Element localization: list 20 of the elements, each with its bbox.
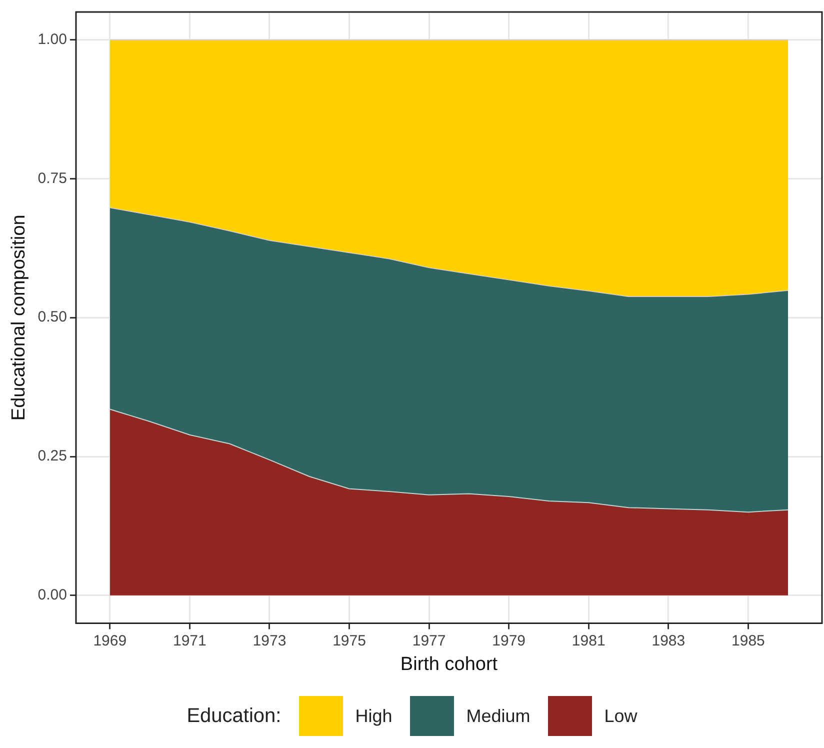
y-tick-label: 1.00	[38, 30, 67, 48]
y-tick-label: 0.50	[38, 308, 67, 326]
x-tick-label: 1975	[332, 632, 366, 650]
y-tick-label: 0.00	[38, 586, 67, 604]
x-tick-label: 1971	[173, 632, 206, 650]
x-tick-label: 1977	[412, 632, 446, 650]
y-tick-label: 0.75	[38, 170, 67, 187]
x-tick-label: 1983	[652, 632, 686, 650]
y-axis-title: Educational composition	[8, 214, 30, 421]
legend-label: Medium	[466, 706, 530, 726]
legend-label: Low	[604, 706, 638, 726]
legend-label: High	[355, 706, 392, 726]
x-tick-label: 1969	[93, 632, 127, 650]
x-tick-label: 1981	[572, 632, 606, 650]
x-tick-label: 1979	[492, 632, 526, 650]
x-tick-label: 1985	[732, 632, 765, 650]
x-tick-label: 1973	[252, 632, 286, 650]
x-axis-title: Birth cohort	[400, 654, 498, 675]
y-tick-label: 0.25	[38, 448, 67, 465]
legend-title: Education:	[186, 704, 282, 728]
